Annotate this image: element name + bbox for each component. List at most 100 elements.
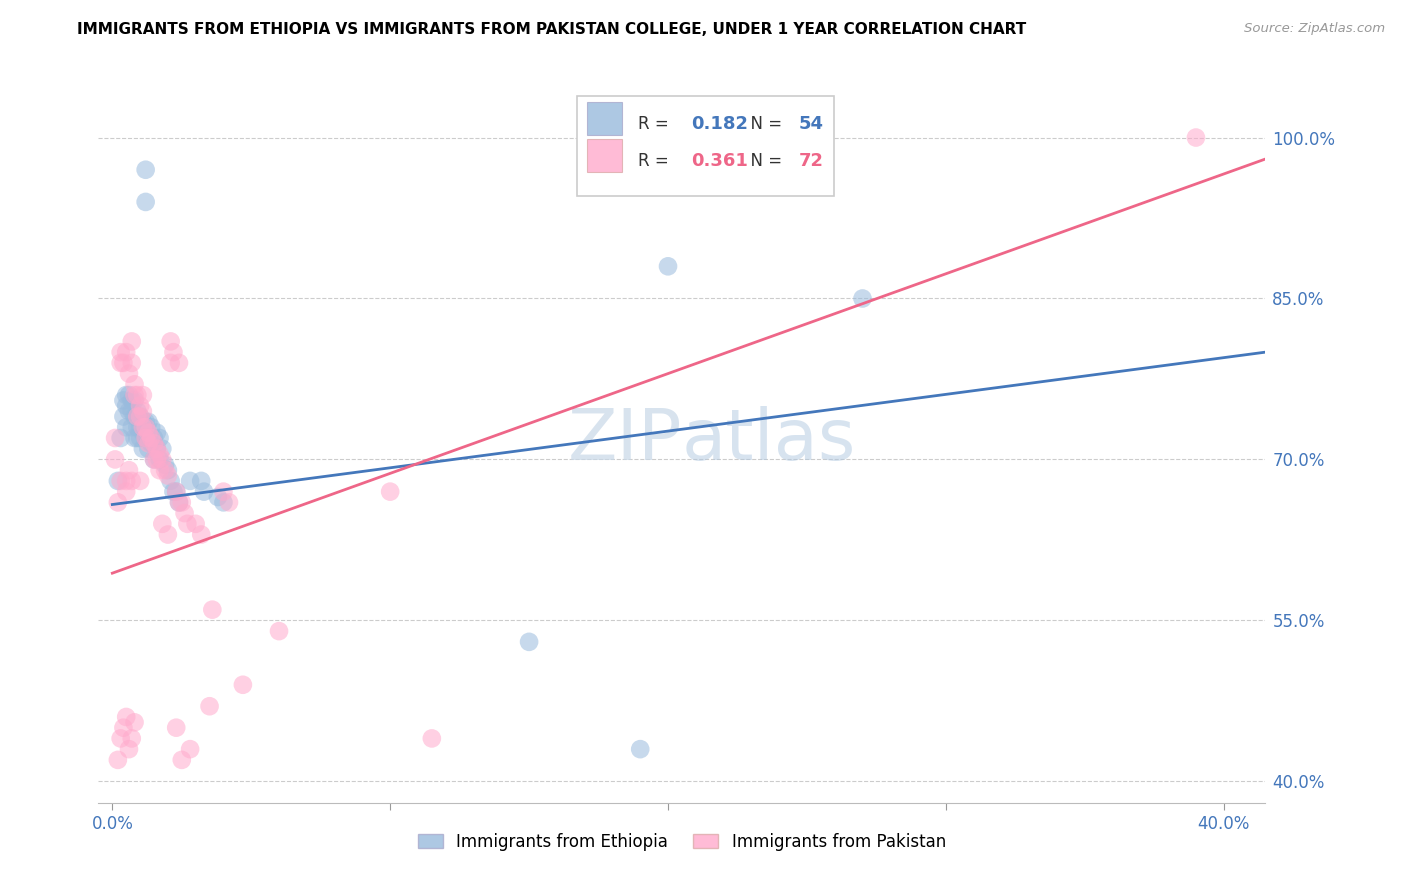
Point <box>159 474 181 488</box>
Point <box>124 393 146 408</box>
Point <box>112 409 135 424</box>
Point <box>150 516 173 531</box>
Point <box>115 484 138 499</box>
Point <box>218 495 240 509</box>
Point <box>1185 130 1208 145</box>
Point <box>148 447 170 461</box>
Point <box>121 393 143 408</box>
Point <box>132 415 155 429</box>
Point <box>212 495 235 509</box>
Point <box>135 431 157 445</box>
Point <box>141 431 163 445</box>
Point <box>232 678 254 692</box>
Point <box>121 420 143 434</box>
Point <box>207 490 229 504</box>
Point <box>135 194 157 209</box>
Point <box>153 463 176 477</box>
Text: 54: 54 <box>799 115 824 133</box>
Point <box>104 452 127 467</box>
Text: 0.361: 0.361 <box>692 152 748 169</box>
Point <box>170 495 193 509</box>
Point <box>165 484 187 499</box>
Point <box>146 425 169 440</box>
Point <box>118 404 141 418</box>
Point <box>198 699 221 714</box>
Point <box>129 409 152 424</box>
Point <box>156 527 179 541</box>
Point <box>170 753 193 767</box>
Point <box>129 431 152 445</box>
Point <box>167 495 190 509</box>
Point <box>167 356 190 370</box>
Point <box>176 516 198 531</box>
Point <box>150 442 173 456</box>
Point <box>267 624 290 639</box>
Point <box>212 484 235 499</box>
Point <box>143 436 166 450</box>
Point <box>124 431 146 445</box>
Point <box>107 474 129 488</box>
Point <box>115 399 138 413</box>
FancyBboxPatch shape <box>576 95 834 195</box>
Point <box>167 495 190 509</box>
FancyBboxPatch shape <box>588 103 623 135</box>
Point <box>143 452 166 467</box>
Point <box>184 516 207 531</box>
Point <box>132 425 155 440</box>
Point <box>129 399 152 413</box>
Point <box>135 162 157 177</box>
Text: N =: N = <box>741 152 787 169</box>
Point <box>165 484 187 499</box>
Point <box>159 334 181 349</box>
Point <box>143 452 166 467</box>
Point <box>110 731 132 746</box>
Point <box>104 431 127 445</box>
Point <box>121 404 143 418</box>
Point <box>173 506 195 520</box>
Point <box>138 431 160 445</box>
Point <box>127 388 149 402</box>
Point <box>138 415 160 429</box>
Point <box>138 442 160 456</box>
Point <box>420 731 443 746</box>
Point <box>124 388 146 402</box>
Point <box>127 431 149 445</box>
Point <box>112 393 135 408</box>
Point <box>127 404 149 418</box>
Point <box>628 742 651 756</box>
Point <box>132 420 155 434</box>
Point <box>143 431 166 445</box>
Point <box>110 474 132 488</box>
Point <box>115 388 138 402</box>
Text: R =: R = <box>637 115 673 133</box>
Point <box>118 742 141 756</box>
Point <box>121 356 143 370</box>
Point <box>135 431 157 445</box>
Point <box>179 742 201 756</box>
Point <box>115 345 138 359</box>
Point <box>112 356 135 370</box>
Text: 72: 72 <box>799 152 824 169</box>
Point <box>146 442 169 456</box>
FancyBboxPatch shape <box>588 139 623 172</box>
Point <box>156 468 179 483</box>
Point <box>193 484 215 499</box>
Text: R =: R = <box>637 152 673 169</box>
Point <box>112 721 135 735</box>
Point <box>132 388 155 402</box>
Point <box>141 436 163 450</box>
Point <box>138 436 160 450</box>
Point <box>124 715 146 730</box>
Point <box>132 442 155 456</box>
Point <box>118 388 141 402</box>
Text: IMMIGRANTS FROM ETHIOPIA VS IMMIGRANTS FROM PAKISTAN COLLEGE, UNDER 1 YEAR CORRE: IMMIGRANTS FROM ETHIOPIA VS IMMIGRANTS F… <box>77 22 1026 37</box>
Point <box>129 474 152 488</box>
Text: 0.182: 0.182 <box>692 115 748 133</box>
Point <box>115 474 138 488</box>
Point <box>132 404 155 418</box>
Point <box>148 463 170 477</box>
Point <box>107 495 129 509</box>
Point <box>135 420 157 434</box>
Point <box>190 474 212 488</box>
Point <box>162 345 184 359</box>
